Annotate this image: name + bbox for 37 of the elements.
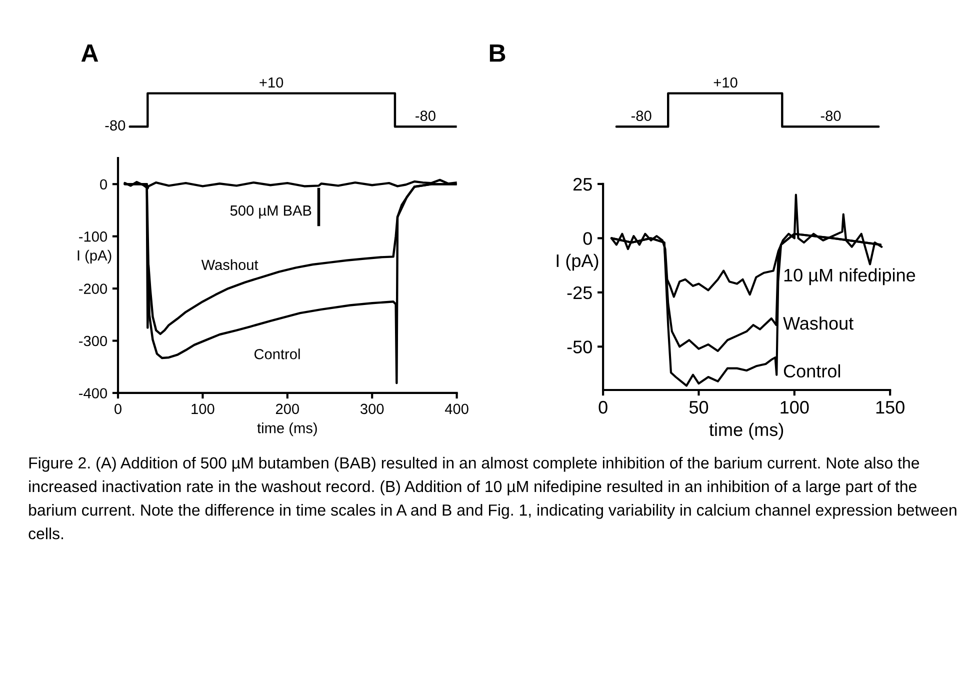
data-label: +10 [714,77,738,88]
data-label: -80 [631,110,652,121]
y-tick-label: -50 [567,340,592,354]
x-tick-label: 100 [192,404,214,414]
y-tick-label: -200 [79,284,108,294]
y-tick-label: 0 [583,232,592,245]
y-tick-label: -25 [567,286,592,300]
y-axis-title: I (pA) [78,250,112,264]
x-tick-label: 100 [780,400,809,414]
x-tick-label: 200 [276,404,299,414]
y-tick-label: -400 [79,388,108,398]
x-tick-label: 0 [598,400,608,414]
y-tick-label: -100 [79,231,108,242]
x-tick-label: 300 [360,404,384,414]
chart-title: A [81,44,98,62]
y-tick-label: 0 [100,179,108,190]
data-label: -80 [820,110,841,121]
y-tick-label: 25 [573,178,592,191]
annotation: Washout [201,259,258,270]
annotation: Washout [783,316,854,330]
annotation: Control [254,348,300,360]
x-axis-title: time (ms) [257,422,317,436]
chart-title: B [490,44,506,62]
y-tick-label: -300 [79,336,108,346]
data-label: +10 [260,77,284,88]
x-tick-label: 50 [689,400,708,414]
caption: Figure 2. (A) Addition of 500 µM butamben (BAB) resulted in an almost complete inhibition of the barium current. Note also the increased inactivation rate in the washout record. (B) Addition of 10 µM nifedipine resulted in an inhibition of a large part of the barium current. Note the difference in time scales in A and B and Fig. 1, indicating variability in calcium channel expression between cells. [28,456,956,540]
y-axis-title: I (pA) [556,254,598,271]
annotation: 10 µM nifedipine [784,268,916,286]
data-label: -80 [105,120,126,131]
data-label: -80 [416,110,436,121]
x-tick-label: 400 [444,404,468,414]
annotation: 500 µM BAB [230,205,312,219]
x-tick-label: 150 [876,400,904,414]
x-tick-label: 0 [114,404,122,414]
x-axis-title: time (ms) [709,422,784,440]
annotation: Control [784,364,840,378]
